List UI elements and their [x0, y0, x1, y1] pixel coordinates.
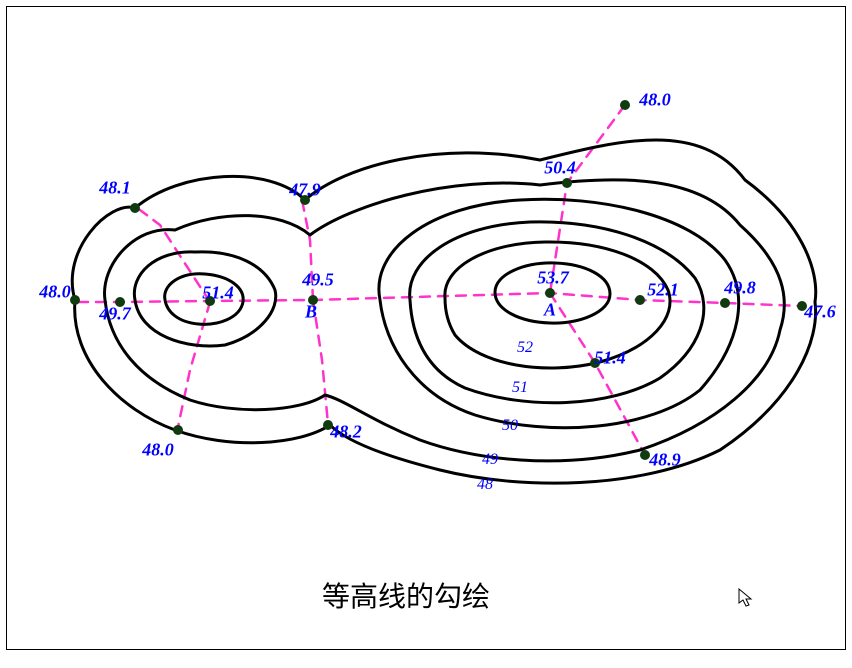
spot-height-label: 48.0 — [39, 282, 71, 303]
spot-height-label: 53.7 — [537, 268, 569, 289]
contour-layer — [72, 140, 815, 483]
spot-height-dot — [635, 295, 645, 305]
contour-value-label: 50 — [502, 417, 518, 435]
contour-value-label: 51 — [512, 379, 528, 397]
spot-height-dot — [720, 298, 730, 308]
spot-height-label: 51.4 — [594, 348, 626, 369]
contour-value-label: 48 — [477, 476, 493, 494]
spot-height-dot — [562, 178, 572, 188]
contour-value-label: 52 — [517, 339, 533, 357]
spot-height-label: 48.1 — [99, 178, 131, 199]
spot-height-label: 48.9 — [649, 450, 681, 471]
contour-line — [105, 180, 785, 461]
spot-height-label: 50.4 — [544, 158, 576, 179]
spot-height-dot — [70, 295, 80, 305]
spot-height-label: A — [544, 300, 556, 321]
spot-height-label: 49.8 — [724, 278, 756, 299]
contour-value-label: 49 — [482, 451, 498, 469]
spot-height-label: 49.5 — [302, 270, 334, 291]
spot-height-dot — [173, 425, 183, 435]
spot-height-label: 48.0 — [142, 440, 174, 461]
contour-svg — [0, 0, 852, 668]
ridgeline — [550, 293, 645, 455]
spot-height-label: 47.6 — [804, 302, 836, 323]
spot-height-label: 51.4 — [202, 283, 234, 304]
spot-height-dot — [545, 288, 555, 298]
spot-height-label: 48.0 — [639, 90, 671, 111]
spot-height-dot — [130, 203, 140, 213]
spot-height-label: 48.2 — [330, 422, 362, 443]
spot-height-label: B — [305, 302, 317, 323]
spot-height-label: 52.1 — [647, 280, 679, 301]
ridgeline — [78, 293, 802, 306]
spot-height-label: 47.9 — [289, 180, 321, 201]
spot-height-dot — [620, 100, 630, 110]
contour-line — [445, 242, 670, 368]
ridgeline — [140, 210, 210, 302]
spot-height-label: 49.7 — [99, 304, 131, 325]
ridgeline-layer — [78, 105, 802, 455]
figure-title: 等高线的勾绘 — [322, 575, 490, 615]
